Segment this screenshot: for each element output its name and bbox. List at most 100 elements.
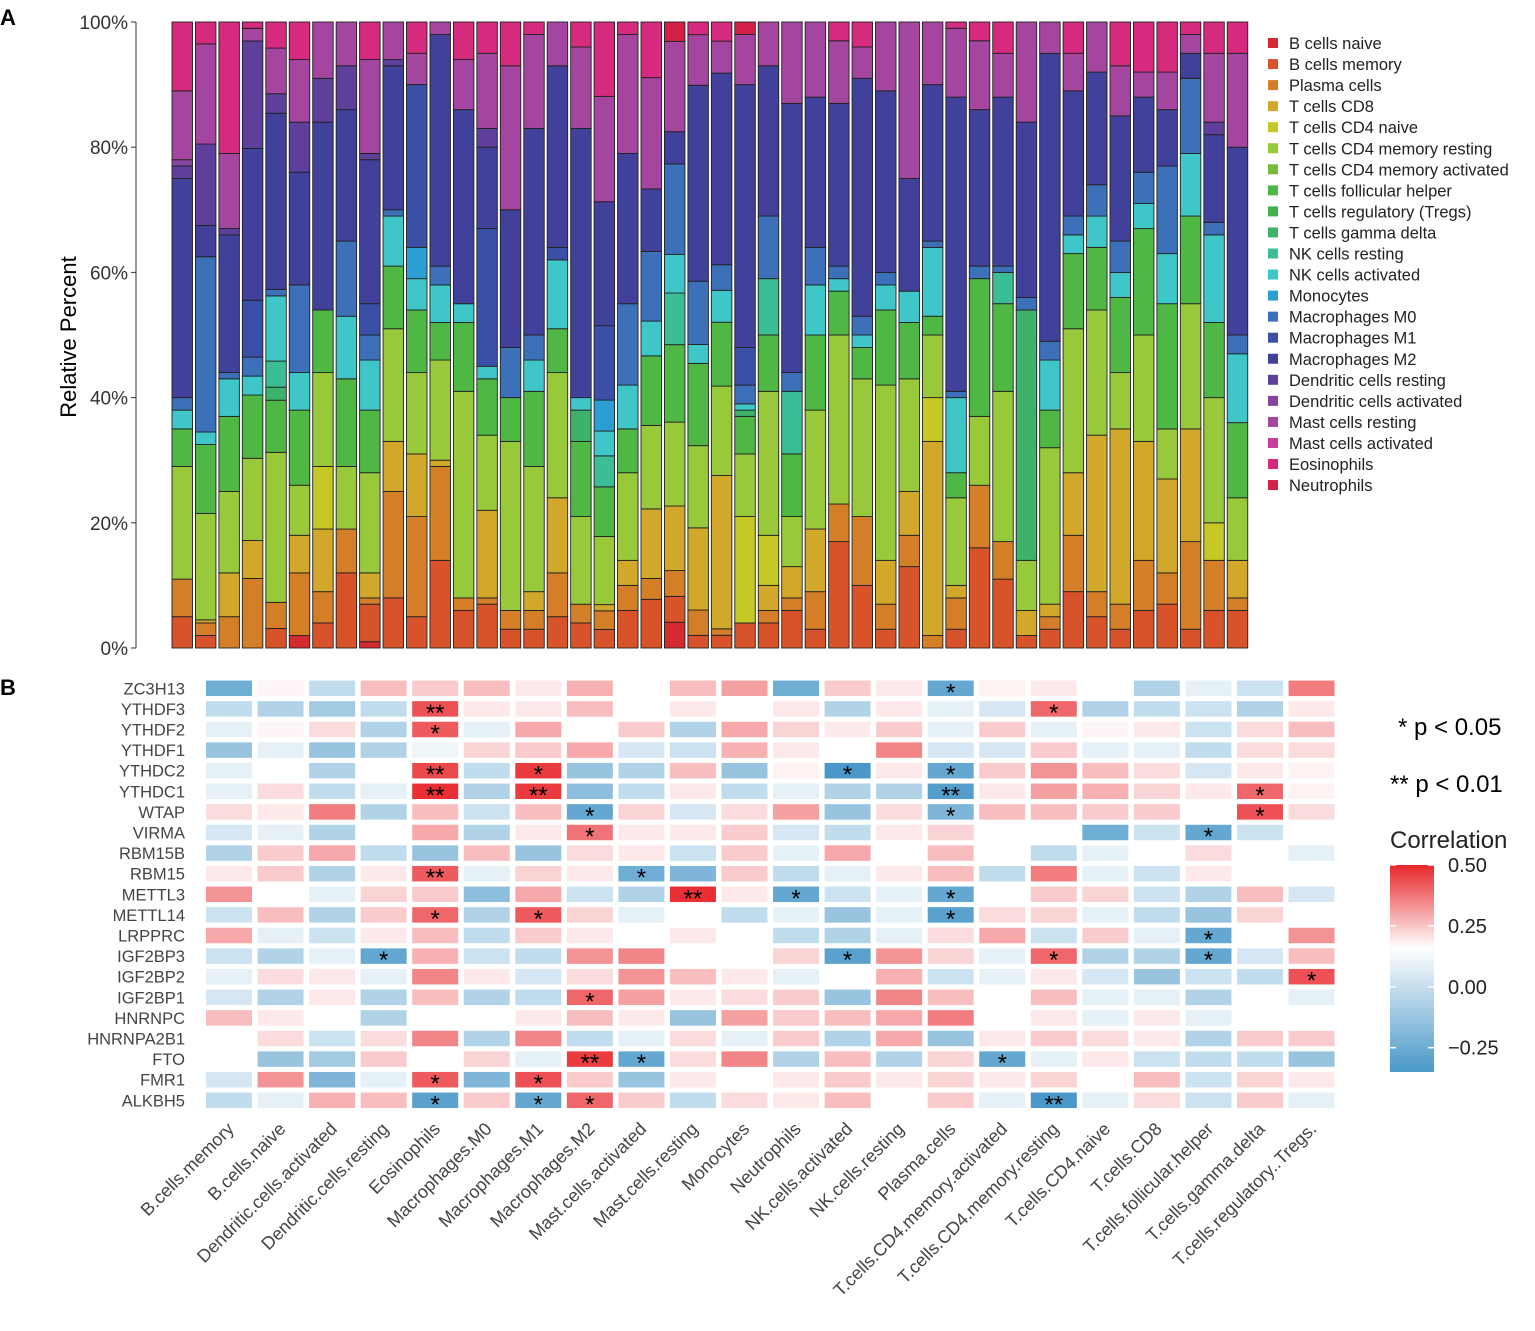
bar-segment	[992, 541, 1014, 580]
bar-sample-39	[1062, 21, 1085, 649]
bar-segment	[523, 127, 545, 336]
heatmap-cell	[412, 824, 459, 841]
heatmap-cell	[515, 845, 562, 861]
bar-segment	[710, 385, 733, 476]
bar-segment	[1226, 497, 1249, 561]
y-tick-label: 20%	[90, 514, 128, 535]
bar-segment	[1179, 77, 1202, 154]
bar-segment	[1086, 591, 1108, 618]
heatmap-cell	[1185, 824, 1232, 841]
bar-segment	[781, 390, 803, 455]
heatmap-cell	[360, 742, 407, 758]
heatmap-cell	[1030, 804, 1077, 820]
heatmap-cell	[463, 804, 510, 820]
stacked-bar-chart	[171, 21, 1249, 649]
heatmap-cell	[1082, 907, 1129, 923]
significance-mark: **	[581, 1050, 600, 1077]
legend-swatch	[1268, 206, 1278, 217]
significance-mark: *	[431, 906, 440, 933]
heatmap-cell	[206, 865, 252, 882]
heatmap-cell	[566, 680, 613, 697]
bar-segment	[546, 616, 569, 649]
heatmap-cell	[360, 1092, 407, 1109]
bar-segment	[1226, 422, 1249, 499]
bar-segment	[757, 584, 780, 611]
bar-segment	[1109, 271, 1131, 298]
heatmap-row-igf2bp3: * * * *	[206, 947, 1335, 974]
bar-segment	[875, 284, 897, 311]
heatmap-cell	[1237, 907, 1283, 923]
bar-sample-22	[664, 21, 686, 649]
heatmap-cell	[927, 989, 974, 1006]
heatmap-cell	[979, 742, 1026, 758]
significance-legend: * p < 0.05 ** p < 0.01	[1390, 714, 1503, 798]
bar-segment	[241, 394, 264, 459]
bar-segment	[992, 271, 1014, 305]
heatmap-row-label: METTL3	[122, 886, 185, 904]
bar-segment	[194, 619, 217, 624]
bar-segment	[640, 320, 662, 357]
bar-segment	[499, 209, 522, 348]
legend-swatch	[1268, 395, 1278, 406]
heatmap-cell	[1030, 1010, 1077, 1026]
heatmap-cell	[721, 680, 768, 697]
heatmap-cell	[412, 989, 459, 1006]
heatmap-cell	[412, 701, 459, 717]
bar-sample-3	[218, 21, 240, 649]
bar-segment	[664, 131, 686, 165]
legend-swatch	[1268, 185, 1278, 196]
bar-segment	[312, 77, 334, 123]
bar-segment	[476, 365, 498, 380]
bar-segment	[664, 505, 686, 572]
bar-segment	[757, 622, 780, 649]
heatmap-cell	[463, 907, 510, 923]
heatmap-cell	[876, 804, 923, 820]
bar-segment	[406, 21, 428, 54]
bar-segment	[687, 34, 709, 86]
bar-segment	[921, 315, 944, 336]
bar-segment	[593, 610, 616, 630]
bar-segment	[499, 347, 522, 399]
heatmap-cell	[566, 865, 613, 882]
heatmap-cell	[824, 968, 871, 985]
y-tick-label: 60%	[90, 263, 128, 284]
bar-segment	[640, 251, 662, 322]
heatmap-cell	[618, 824, 665, 841]
significance-mark: *	[1204, 824, 1213, 851]
bar-segment	[476, 378, 498, 436]
bar-segment	[851, 315, 873, 336]
bar-segment	[921, 240, 944, 248]
heatmap-cell	[257, 989, 304, 1006]
heatmap-cell	[1237, 1051, 1283, 1067]
bar-segment	[734, 622, 756, 649]
bar-segment	[265, 399, 287, 453]
heatmap-cell	[309, 783, 356, 800]
bar-segment	[499, 21, 522, 67]
legend-label: Eosinophils	[1289, 456, 1373, 474]
heatmap-cell	[824, 762, 871, 779]
bar-segment	[218, 415, 240, 492]
bar-segment	[1226, 353, 1249, 424]
significance-mark: **	[426, 700, 445, 727]
significance-legend-entry: ** p < 0.01	[1390, 771, 1503, 798]
heatmap-cell	[360, 762, 407, 779]
heatmap-cell	[1082, 680, 1129, 697]
bar-segment	[476, 597, 498, 605]
heatmap-cell	[876, 1010, 923, 1026]
heatmap-row-label: ZC3H13	[124, 680, 185, 698]
heatmap-cell	[927, 968, 974, 985]
heatmap-cell	[206, 1051, 252, 1067]
heatmap-cell	[206, 1010, 252, 1026]
heatmap-cell	[1082, 989, 1129, 1006]
bar-segment	[1156, 21, 1178, 73]
bar-sample-38	[1039, 21, 1061, 649]
heatmap-cell	[824, 1030, 871, 1047]
significance-mark: *	[843, 947, 852, 974]
heatmap-cell	[206, 948, 252, 964]
bar-segment	[828, 541, 850, 649]
bar-sample-30	[851, 21, 873, 649]
legend-swatch	[1268, 353, 1278, 364]
bar-segment	[359, 153, 381, 161]
bar-segment	[499, 440, 522, 611]
bar-segment	[1086, 434, 1108, 593]
